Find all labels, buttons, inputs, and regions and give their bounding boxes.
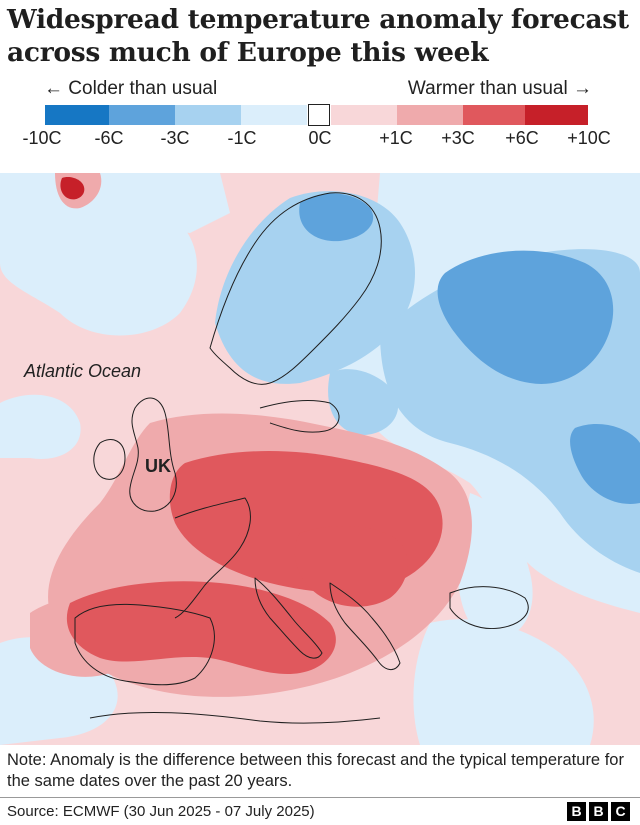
coastline-north-africa bbox=[89, 711, 381, 724]
title-line-1: Widespread temperature anomaly forecast bbox=[7, 4, 629, 35]
tick-label: +10C bbox=[567, 128, 611, 148]
chart-title: Widespread temperature anomaly forecast … bbox=[7, 3, 633, 69]
coastline-baltic bbox=[259, 400, 340, 433]
europe-anomaly-map: Atlantic Ocean UK bbox=[0, 173, 640, 745]
tick-label: -6C bbox=[94, 128, 124, 148]
region-cold-mid-east-lobe bbox=[570, 423, 640, 504]
bbc-logo: B B C bbox=[567, 802, 630, 821]
swatch-cold-light bbox=[175, 105, 241, 125]
region-cold-light-baltic bbox=[328, 369, 399, 435]
swatch-cold-mid bbox=[109, 105, 175, 125]
logo-letter: B bbox=[589, 802, 608, 821]
coastlines bbox=[74, 192, 529, 724]
title-line-2: across much of Europe this week bbox=[7, 37, 489, 68]
region-cold-mid-russia bbox=[437, 250, 614, 384]
swatch-warm-mid bbox=[463, 105, 525, 125]
coastline-continent-west bbox=[174, 497, 251, 619]
coastline-black-sea bbox=[449, 586, 529, 630]
logo-letter: C bbox=[611, 802, 630, 821]
logo-letter: B bbox=[567, 802, 586, 821]
tick-label: -10C bbox=[22, 128, 62, 148]
source-text: Source: ECMWF (30 Jun 2025 - 07 July 202… bbox=[7, 803, 315, 820]
coastline-ireland bbox=[93, 439, 126, 480]
region-cold-light-scandinavia bbox=[215, 191, 415, 384]
swatch-warm-faint bbox=[331, 105, 397, 125]
colder-than-usual-label: ← Colder than usual bbox=[44, 78, 218, 99]
warmer-than-usual-label: Warmer than usual → bbox=[407, 78, 592, 99]
swatch-cold-faint bbox=[241, 105, 307, 125]
footer-divider bbox=[0, 797, 640, 798]
swatch-cold-strong bbox=[45, 105, 109, 125]
region-warm-strong-greenland-tip bbox=[60, 177, 85, 200]
atlantic-ocean-label: Atlantic Ocean bbox=[24, 361, 142, 381]
swatch-zero bbox=[308, 104, 330, 126]
tick-label: +3C bbox=[441, 128, 475, 148]
color-scale-legend bbox=[45, 104, 588, 126]
tick-label: +6C bbox=[505, 128, 539, 148]
map-graphic bbox=[0, 173, 640, 745]
tick-label: -3C bbox=[160, 128, 190, 148]
uk-label: UK bbox=[145, 456, 171, 476]
region-cold-faint-southeast bbox=[457, 493, 533, 639]
coastline-italy bbox=[254, 577, 323, 659]
swatch-warm-light bbox=[397, 105, 463, 125]
region-warm-mid-balkans bbox=[294, 526, 408, 607]
footnote: Note: Anomaly is the difference between … bbox=[7, 751, 624, 790]
coastline-balkans-greece bbox=[329, 582, 401, 670]
region-cold-faint-atlantic-west bbox=[0, 394, 81, 459]
coastline-scandinavia bbox=[209, 192, 382, 385]
region-cold-mid-lapland bbox=[299, 193, 374, 242]
coastline-iberia bbox=[74, 603, 215, 686]
coastline-uk bbox=[129, 397, 177, 512]
tick-label: -1C bbox=[227, 128, 257, 148]
swatch-warm-strong bbox=[525, 105, 588, 125]
region-cold-faint-south-east-sea bbox=[413, 619, 594, 745]
tick-label: 0C bbox=[308, 128, 332, 148]
tick-label: +1C bbox=[379, 128, 413, 148]
